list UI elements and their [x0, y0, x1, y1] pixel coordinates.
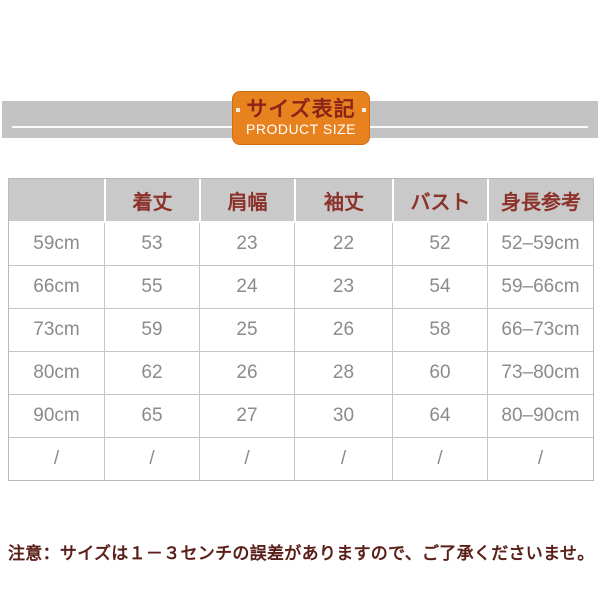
- column-header-cell: 着丈: [104, 179, 199, 223]
- column-header-cell: 身長参考: [487, 179, 593, 223]
- size-label-cell: 90cm: [9, 395, 104, 438]
- value-cell: 26: [199, 352, 294, 395]
- corner-header-cell: [9, 179, 104, 223]
- value-cell: /: [294, 438, 392, 480]
- value-cell: 55: [104, 266, 199, 309]
- value-cell: 52: [392, 223, 487, 266]
- value-cell: 53: [104, 223, 199, 266]
- size-disclaimer-note: 注意：サイズは１－３センチの誤差がありますので、ご了承くださいませ。: [8, 544, 595, 563]
- value-cell: 25: [199, 309, 294, 352]
- value-cell: 23: [199, 223, 294, 266]
- value-cell: 28: [294, 352, 392, 395]
- size-label-cell: 73cm: [9, 309, 104, 352]
- value-cell: 60: [392, 352, 487, 395]
- badge-title-row: サイズ表記: [236, 97, 366, 121]
- size-table: 着丈 肩幅 袖丈 バスト 身長参考 59cm 53 23 22 52 52–59cm 66cm 55 2…: [8, 178, 594, 481]
- column-header-cell: 袖丈: [294, 179, 392, 223]
- value-cell: 26: [294, 309, 392, 352]
- badge-title-jp: サイズ表記: [246, 97, 356, 121]
- table-row: / / / / / /: [9, 438, 593, 480]
- table-row: 90cm 65 27 30 64 80–90cm: [9, 395, 593, 438]
- size-label-cell: 59cm: [9, 223, 104, 266]
- value-cell: /: [199, 438, 294, 480]
- badge-dot-right-icon: [361, 107, 366, 112]
- table-row: 73cm 59 25 26 58 66–73cm: [9, 309, 593, 352]
- value-cell: 59–66cm: [487, 266, 593, 309]
- badge-subtitle-en: PRODUCT SIZE: [246, 120, 356, 137]
- value-cell: 24: [199, 266, 294, 309]
- size-label-cell: /: [9, 438, 104, 480]
- value-cell: /: [104, 438, 199, 480]
- value-cell: 65: [104, 395, 199, 438]
- value-cell: 22: [294, 223, 392, 266]
- size-label-cell: 80cm: [9, 352, 104, 395]
- value-cell: /: [487, 438, 593, 480]
- value-cell: 66–73cm: [487, 309, 593, 352]
- value-cell: 59: [104, 309, 199, 352]
- value-cell: 23: [294, 266, 392, 309]
- value-cell: /: [392, 438, 487, 480]
- value-cell: 52–59cm: [487, 223, 593, 266]
- table-header-row: 着丈 肩幅 袖丈 バスト 身長参考: [9, 179, 593, 223]
- table-row: 59cm 53 23 22 52 52–59cm: [9, 223, 593, 266]
- column-header-cell: 肩幅: [199, 179, 294, 223]
- value-cell: 27: [199, 395, 294, 438]
- value-cell: 73–80cm: [487, 352, 593, 395]
- value-cell: 62: [104, 352, 199, 395]
- value-cell: 30: [294, 395, 392, 438]
- size-label-cell: 66cm: [9, 266, 104, 309]
- value-cell: 58: [392, 309, 487, 352]
- value-cell: 64: [392, 395, 487, 438]
- value-cell: 80–90cm: [487, 395, 593, 438]
- product-size-badge: サイズ表記 PRODUCT SIZE: [232, 91, 370, 145]
- value-cell: 54: [392, 266, 487, 309]
- table-row: 66cm 55 24 23 54 59–66cm: [9, 266, 593, 309]
- badge-dot-left-icon: [236, 107, 241, 112]
- column-header-cell: バスト: [392, 179, 487, 223]
- table-row: 80cm 62 26 28 60 73–80cm: [9, 352, 593, 395]
